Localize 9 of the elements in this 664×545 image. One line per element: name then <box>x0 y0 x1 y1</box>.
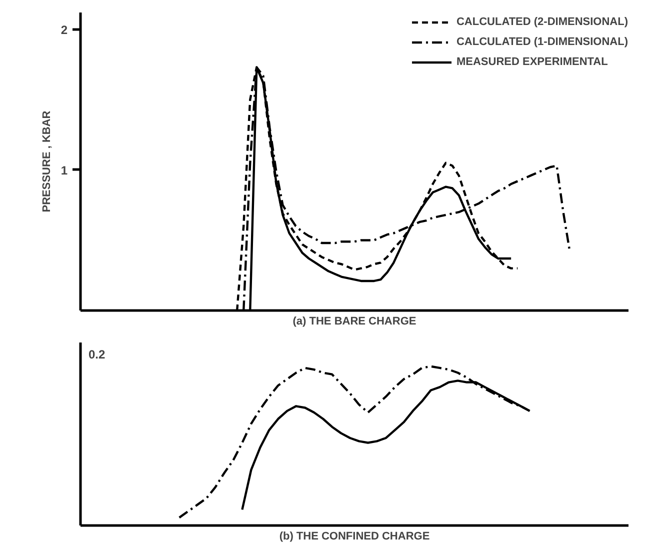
y-tick-label: 2 <box>60 22 68 37</box>
x-axis-title: (b) THE CONFINED CHARGE <box>279 530 430 542</box>
legend-label: CALCULATED (2-DIMENSIONAL) <box>456 16 628 28</box>
legend-label: MEASURED EXPERIMENTAL <box>456 56 608 68</box>
y-tick-label: 1 <box>60 163 68 178</box>
legend-label: CALCULATED (1-DIMENSIONAL) <box>456 36 628 48</box>
y-axis-title: PRESSURE , KBAR <box>40 110 53 212</box>
x-axis-title: (a) THE BARE CHARGE <box>292 316 416 328</box>
text: 0.2 <box>88 348 106 362</box>
